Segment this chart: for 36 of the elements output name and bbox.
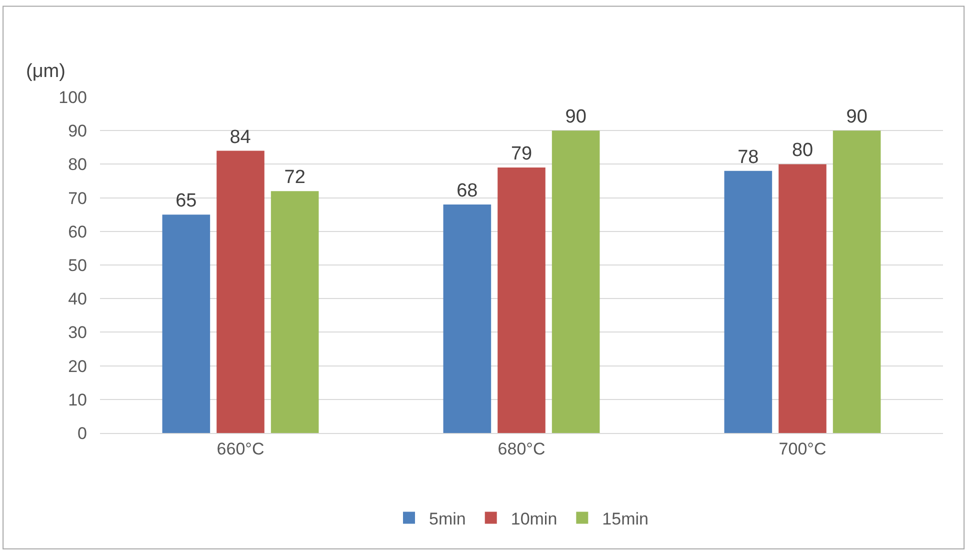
y-tick-label: 10 [68, 390, 87, 410]
x-tick-label: 680°C [498, 439, 546, 458]
bar [778, 164, 826, 433]
data-label: 90 [565, 106, 586, 128]
legend-label: 5min [429, 509, 466, 528]
y-tick-label: 50 [68, 256, 87, 275]
data-label: 78 [738, 146, 759, 168]
bar [552, 130, 600, 433]
bar [443, 204, 492, 433]
y-tick-label: 70 [68, 188, 87, 208]
x-tick-label: 660°C [216, 439, 264, 458]
y-tick-label: 40 [68, 290, 87, 309]
y-tick-label: 20 [68, 356, 87, 376]
y-tick-label: 90 [68, 122, 87, 141]
x-tick-label: 700°C [778, 439, 826, 458]
data-label: 65 [176, 190, 197, 212]
data-label: 72 [284, 167, 306, 188]
legend-label: 10min [510, 509, 558, 528]
bar [498, 168, 546, 433]
y-tick-label: 0 [78, 424, 87, 443]
y-tick-label: 100 [58, 88, 87, 107]
data-label: 79 [510, 144, 532, 165]
bar [832, 130, 881, 433]
bar [724, 170, 772, 433]
y-tick-label: 60 [68, 222, 87, 242]
y-axis-title: (μm) [26, 61, 66, 82]
bar [270, 191, 319, 433]
y-tick-label: 30 [68, 323, 87, 342]
y-tick-label: 80 [68, 155, 87, 174]
legend-label: 15min [602, 509, 648, 528]
data-label: 90 [846, 106, 868, 128]
data-label: 68 [456, 180, 478, 202]
data-label: 80 [792, 140, 814, 162]
data-label: 84 [230, 126, 252, 148]
bar [216, 150, 264, 433]
bar [162, 214, 210, 433]
